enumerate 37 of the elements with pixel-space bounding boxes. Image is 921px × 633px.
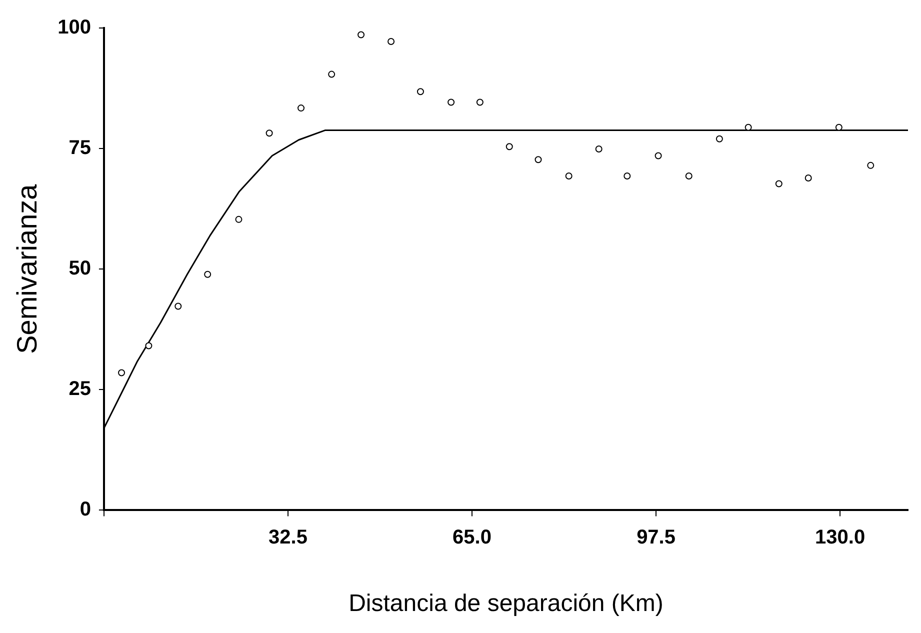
point — [416, 88, 424, 96]
point — [685, 172, 692, 180]
y-axis-title: Semivarianza — [12, 184, 43, 354]
point — [476, 98, 484, 106]
point — [204, 270, 212, 278]
x-tick-label: 32.5 — [268, 526, 308, 549]
point — [328, 70, 336, 78]
x-tick-label: 97.5 — [636, 526, 676, 549]
point — [804, 174, 812, 182]
point — [565, 172, 572, 180]
point — [298, 104, 305, 112]
point — [145, 342, 152, 350]
y-tick-label: 75 — [68, 137, 91, 160]
point — [835, 124, 842, 131]
point — [867, 162, 874, 169]
point — [118, 369, 126, 376]
point — [506, 143, 513, 150]
y-tick-label: 25 — [68, 378, 91, 400]
point — [358, 31, 365, 38]
point — [388, 38, 395, 45]
point — [775, 180, 782, 188]
point — [174, 302, 182, 310]
y-tick-label: 0 — [80, 498, 91, 521]
point — [624, 172, 631, 180]
point — [716, 135, 723, 142]
y-tick-label: 100 — [58, 16, 91, 39]
point — [448, 98, 455, 106]
point — [595, 146, 602, 153]
point — [744, 124, 752, 131]
x-axis-title: Distancia de separación (Km) — [348, 590, 664, 618]
x-tick-label: 130.0 — [815, 526, 866, 549]
point — [235, 216, 242, 223]
point — [534, 156, 542, 164]
point — [266, 130, 273, 137]
y-tick-label: 50 — [68, 258, 91, 280]
x-tick-label: 65.0 — [452, 526, 492, 549]
point — [654, 152, 662, 160]
